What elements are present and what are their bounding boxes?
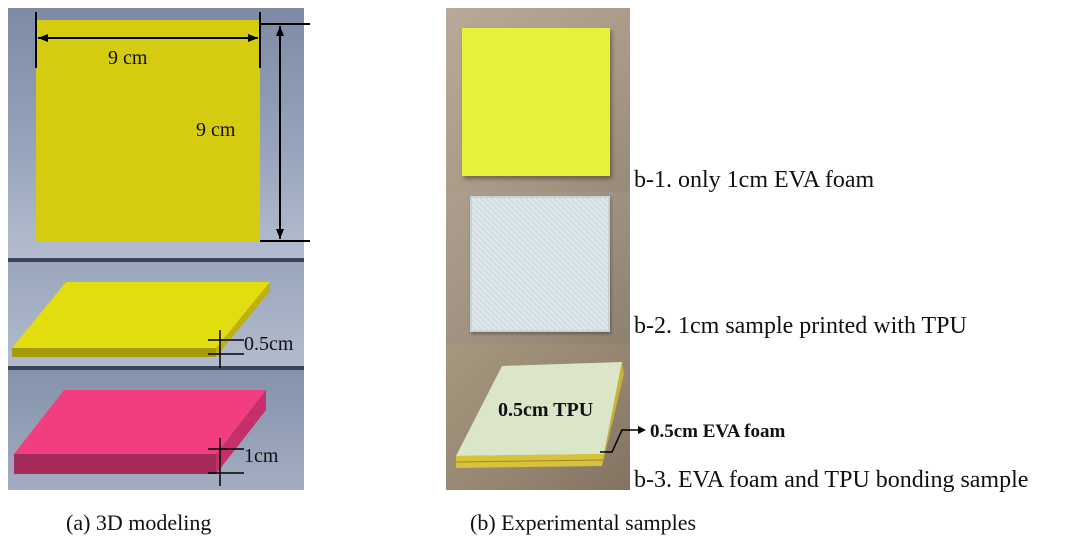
- thick-slab: [14, 390, 266, 474]
- eva-foam-sample: [462, 28, 610, 176]
- panel-divider: [8, 258, 304, 262]
- width-dimension-label: 9 cm: [108, 47, 148, 69]
- caption-experimental-samples: (b) Experimental samples: [470, 510, 697, 535]
- sample-label-b3: b-3. EVA foam and TPU bonding sample: [634, 467, 1029, 493]
- thin-thickness-label: 0.5cm: [244, 333, 294, 355]
- thin-slab: [12, 282, 270, 357]
- tpu-printed-sample: [470, 196, 610, 332]
- modeling-panel: 9 cm 9 cm: [8, 8, 310, 490]
- sample-label-b2: b-2. 1cm sample printed with TPU: [634, 313, 967, 339]
- height-dimension-label: 9 cm: [196, 119, 236, 141]
- eva-layer-callout: 0.5cm EVA foam: [650, 421, 786, 442]
- panel-divider: [8, 366, 304, 370]
- tpu-layer-label: 0.5cm TPU: [498, 399, 594, 421]
- top-view-square: [36, 20, 260, 242]
- thick-thickness-label: 1cm: [244, 445, 279, 467]
- sample-label-b1: b-1. only 1cm EVA foam: [634, 167, 875, 193]
- dimension-lines: [12, 12, 310, 486]
- caption-3d-modeling: (a) 3D modeling: [66, 510, 212, 535]
- samples-photo-panel: 0.5cm TPU: [446, 8, 630, 490]
